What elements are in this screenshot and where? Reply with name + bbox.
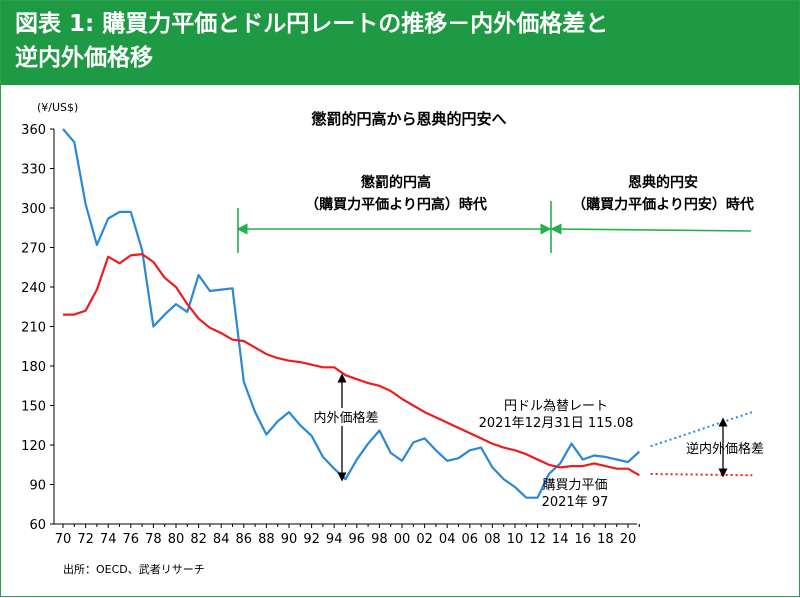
x-tick-label: 70 [55, 532, 72, 547]
x-tick-label: 72 [77, 532, 94, 547]
x-tick-label: 98 [371, 532, 388, 547]
x-tick-label: 76 [123, 532, 140, 547]
x-tick-label: 04 [439, 532, 456, 547]
period1-label-line1: 懲罰的円高 [360, 174, 431, 191]
y-tick-label: 150 [21, 400, 46, 415]
x-tick-label: 94 [326, 532, 343, 547]
y-tick-label: 240 [21, 281, 46, 296]
x-tick-label: 14 [552, 532, 569, 547]
x-tick-label: 84 [213, 532, 230, 547]
x-tick-label: 06 [462, 532, 479, 547]
period1-label-line2: （購買力平価より円高）時代 [305, 196, 487, 213]
x-tick-label: 02 [416, 532, 433, 547]
period2-label-line2: （購買力平価より円安）時代 [572, 196, 754, 213]
x-tick-label: 86 [236, 532, 253, 547]
y-axis-label: (¥/US$) [37, 101, 78, 114]
x-tick-label: 78 [145, 532, 162, 547]
ppp-label-line1: 購買力平価 [542, 478, 607, 493]
fx-label-line1: 円ドル為替レート [504, 398, 608, 414]
y-tick-label: 60 [29, 518, 46, 533]
ppp-label-line2: 2021年 97 [542, 495, 609, 510]
x-tick-label: 82 [190, 532, 207, 547]
y-tick-label: 300 [21, 202, 46, 217]
y-tick-label: 180 [21, 360, 46, 375]
y-tick-label: 120 [21, 439, 46, 454]
x-tick-label: 88 [258, 532, 275, 547]
period2-label-line1: 恩典的円安 [628, 174, 698, 191]
x-tick-label: 20 [620, 532, 637, 547]
x-tick-label: 90 [281, 532, 298, 547]
reverse-gap-label: 逆内外価格差 [686, 441, 764, 457]
y-tick-label: 360 [21, 123, 46, 138]
x-tick-label: 92 [303, 532, 320, 547]
x-tick-label: 00 [394, 532, 411, 547]
x-tick-label: 18 [597, 532, 614, 547]
series-line-exchange [62, 128, 641, 499]
x-tick-label: 16 [575, 532, 592, 547]
y-tick-label: 330 [21, 163, 46, 178]
y-tick-label: 90 [29, 479, 46, 494]
title-line-1: 図表 1: 購買力平価とドル円レートの推移－内外価格差と [15, 11, 609, 37]
source-note: 出所：OECD、武者リサーチ [63, 563, 205, 576]
title-bar: 図表 1: 購買力平価とドル円レートの推移－内外価格差と 逆内外価格移 [1, 1, 799, 85]
x-tick-label: 96 [349, 532, 366, 547]
series-line-ppp [63, 253, 640, 477]
x-tick-label: 74 [100, 532, 117, 547]
gap-label: 内外価格差 [313, 410, 378, 426]
main-heading: 懲罰的円高から恩典的円安へ [310, 110, 506, 128]
x-tick-label: 10 [507, 532, 524, 547]
title-line-2: 逆内外価格移 [15, 45, 153, 71]
x-tick-label: 08 [484, 532, 501, 547]
fx-label-line2: 2021年12月31日 115.08 [479, 416, 634, 431]
period2-arrow [550, 223, 752, 235]
projection-line-ppp [650, 472, 753, 477]
gap-label-bg [307, 408, 385, 426]
x-tick-label: 12 [529, 532, 546, 547]
y-tick-label: 270 [21, 242, 46, 257]
x-tick-label: 80 [168, 532, 185, 547]
y-tick-label: 210 [21, 321, 46, 336]
